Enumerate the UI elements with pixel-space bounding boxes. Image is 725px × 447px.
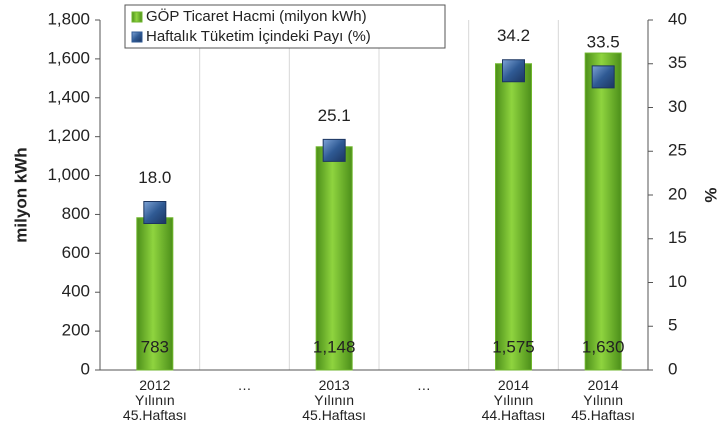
y2-tick-label: 10	[668, 272, 687, 291]
y-tick-label: 600	[62, 243, 90, 262]
y-tick-label: 1,200	[47, 126, 90, 145]
y-axis-label: milyon kWh	[11, 147, 30, 242]
marker-value-label: 34.2	[497, 26, 530, 45]
marker-value-label: 25.1	[318, 106, 351, 125]
y2-tick-label: 0	[668, 359, 677, 378]
marker-value-label: 18.0	[138, 168, 171, 187]
y2-tick-label: 35	[668, 53, 687, 72]
bar-value-label: 783	[141, 337, 169, 356]
legend-swatch	[131, 31, 143, 43]
x-tick-label: 2014 Yılının 45.Haftası	[571, 377, 636, 423]
legend-label: Haftalık Tüketim İçindeki Payı (%)	[146, 27, 371, 45]
y-tick-label: 1,400	[47, 87, 90, 106]
bar	[315, 146, 353, 371]
marker-value-label: 33.5	[587, 32, 620, 51]
marker	[322, 138, 346, 162]
x-tick-label: …	[416, 377, 431, 393]
y-tick-label: 0	[81, 359, 90, 378]
x-tick-label: 2013 Yılının 45.Haftası	[302, 377, 367, 423]
y-tick-label: 1,800	[47, 9, 90, 28]
marker	[591, 65, 615, 89]
bar	[584, 52, 622, 371]
y2-tick-label: 30	[668, 97, 687, 116]
legend-swatch	[131, 11, 143, 23]
y2-tick-label: 15	[668, 228, 687, 247]
y-tick-label: 400	[62, 282, 90, 301]
y2-tick-label: 25	[668, 141, 687, 160]
legend-box	[124, 4, 446, 49]
y-tick-label: 200	[62, 321, 90, 340]
y2-tick-label: 20	[668, 184, 687, 203]
bar-value-label: 1,630	[582, 337, 625, 356]
legend-label: GÖP Ticaret Hacmi (milyon kWh)	[146, 7, 367, 25]
y2-tick-label: 5	[668, 316, 677, 335]
x-tick-label: 2012 Yılının 45.Haftası	[122, 377, 187, 423]
bar-value-label: 1,575	[492, 337, 535, 356]
bar	[495, 63, 532, 371]
bar-value-label: 1,148	[313, 337, 356, 356]
y-tick-label: 1,600	[47, 48, 90, 67]
y2-axis-label: %	[701, 187, 720, 202]
marker	[143, 201, 167, 224]
y2-tick-label: 40	[668, 9, 687, 28]
y-tick-label: 1,000	[47, 165, 90, 184]
x-tick-label: 2014 Yılının 44.Haftası	[481, 377, 546, 423]
bar	[136, 217, 174, 371]
y-tick-label: 800	[62, 204, 90, 223]
x-tick-label: …	[237, 377, 252, 393]
marker	[502, 59, 525, 83]
